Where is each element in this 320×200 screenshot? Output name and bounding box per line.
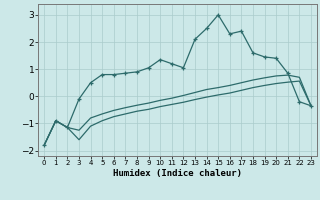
X-axis label: Humidex (Indice chaleur): Humidex (Indice chaleur) [113, 169, 242, 178]
